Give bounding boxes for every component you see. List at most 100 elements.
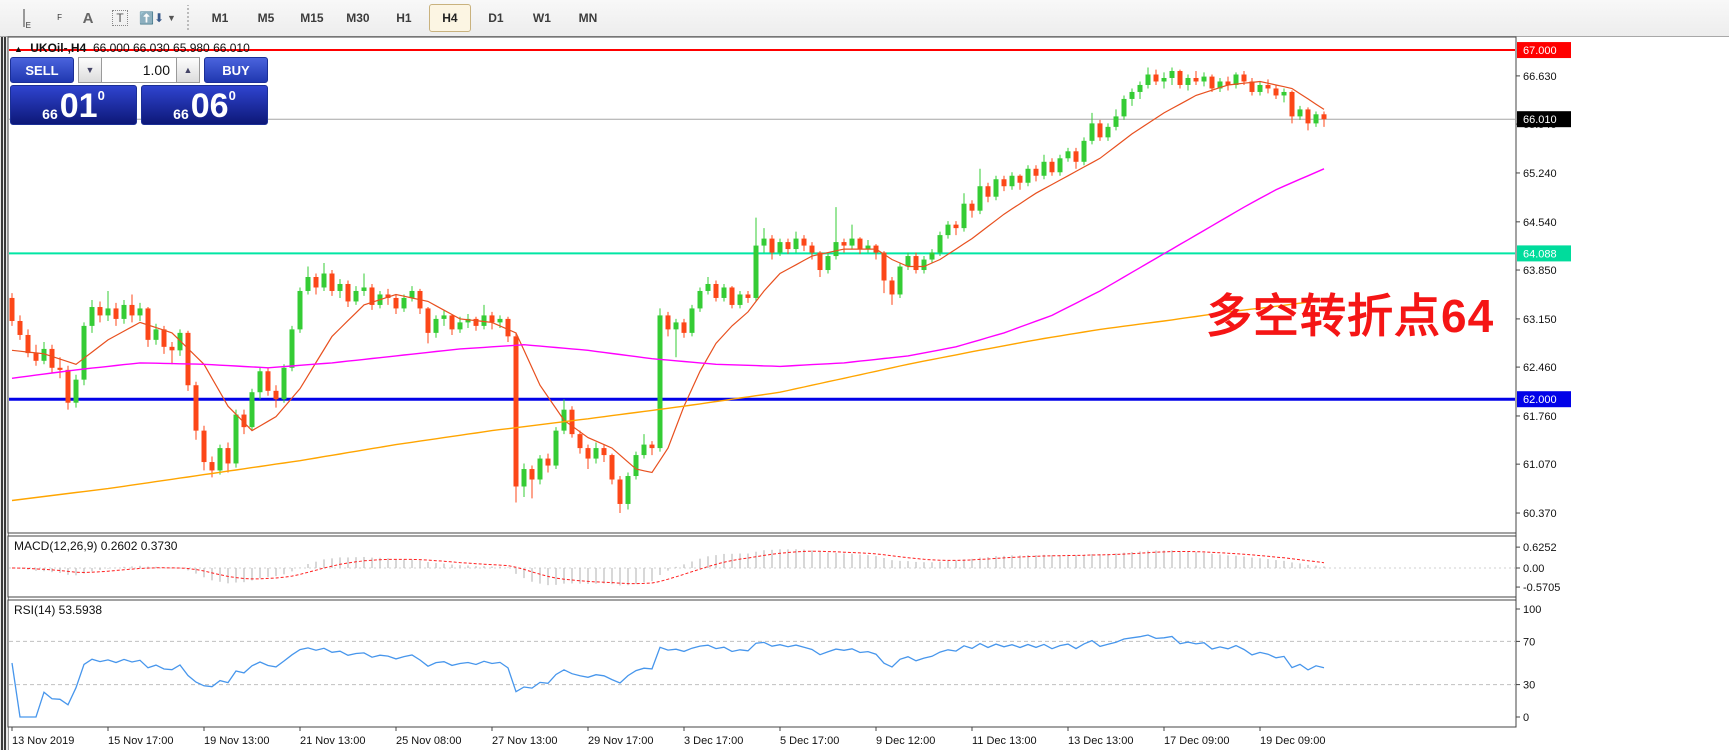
candle-body <box>257 371 263 393</box>
candle-body <box>233 414 239 464</box>
date-tick-label: 21 Nov 13:00 <box>300 735 365 747</box>
timeframe-bar: M1 M5 M15 M30 H1 H4 D1 W1 MN <box>197 4 611 32</box>
candle-body <box>313 277 319 288</box>
sell-price-handle: 66 <box>42 106 58 123</box>
buy-price-pips: 06 <box>190 87 229 126</box>
date-tick-label: 25 Nov 08:00 <box>396 735 461 747</box>
candle-body <box>241 414 247 428</box>
candle-body <box>1249 81 1255 92</box>
candle-body <box>1217 81 1223 89</box>
candle-body <box>545 458 551 466</box>
price-tick-label: 64.540 <box>1523 217 1557 229</box>
text-label-tool-icon[interactable]: A <box>82 9 94 27</box>
ma-slow-orange[interactable] <box>11 299 1325 502</box>
candle-body <box>489 315 495 323</box>
price-badge-67.000: 67.000 <box>1517 42 1571 59</box>
macd-tick-label: 0.00 <box>1523 563 1544 575</box>
timeframe-button-w1[interactable]: W1 <box>532 11 551 25</box>
candle-body <box>1065 151 1071 159</box>
candle-body <box>945 224 951 236</box>
buy-button[interactable]: BUY <box>204 57 268 83</box>
candle-body <box>697 290 703 309</box>
symbol-title: ▲ UKOil-,H4 66.000 66.030 65.980 66.010 <box>14 41 250 55</box>
rsi-tick-label: 100 <box>1523 604 1541 616</box>
ma-fast-red[interactable] <box>11 80 1325 474</box>
candle-body <box>953 224 959 229</box>
price-tick-label: 65.240 <box>1523 168 1557 180</box>
candle-body <box>169 346 175 351</box>
timeframe-button-h4[interactable]: H4 <box>428 4 471 32</box>
candle-body <box>1209 76 1215 89</box>
candle-body <box>737 294 743 305</box>
timeframe-button-m15[interactable]: M15 <box>300 11 324 25</box>
candle-body <box>1129 91 1135 99</box>
candle-body <box>753 245 759 298</box>
timeframe-button-h1[interactable]: H1 <box>396 11 412 25</box>
rsi-tick-label: 30 <box>1523 680 1535 692</box>
buy-price-display[interactable]: 66 06 0 <box>141 85 268 125</box>
candle-body <box>889 280 895 295</box>
volume-input[interactable] <box>102 57 176 83</box>
candle-body <box>25 334 31 354</box>
candle-body <box>705 283 711 291</box>
candle-body <box>161 329 167 347</box>
candle-body <box>1257 84 1263 92</box>
candle-body <box>497 318 503 323</box>
fibonacci-tool-icon[interactable]: F <box>57 13 62 22</box>
candle-body <box>1185 77 1191 85</box>
candle-body <box>761 238 767 246</box>
candle-body <box>361 287 367 291</box>
candle-body <box>41 348 47 361</box>
price-badge-64.088: 64.088 <box>1517 245 1571 262</box>
candle-body <box>1017 175 1023 183</box>
timeframe-button-mn[interactable]: MN <box>578 11 598 25</box>
candle-body <box>1161 77 1167 82</box>
candle-body <box>897 266 903 295</box>
price-tick-label: 60.370 <box>1523 508 1557 520</box>
rsi-label: RSI(14) 53.5938 <box>14 603 103 617</box>
candle-body <box>721 287 727 298</box>
candle-body <box>577 434 583 449</box>
price-tick-label: 63.850 <box>1523 265 1557 277</box>
candle-body <box>321 273 327 288</box>
symbol-name: UKOil-,H4 <box>30 41 87 55</box>
candle-body <box>217 448 223 471</box>
candle-body <box>809 245 815 253</box>
rsi-pane[interactable] <box>7 599 1517 728</box>
candle-body <box>1233 74 1239 85</box>
text-box-tool-icon[interactable]: T <box>106 4 134 32</box>
candle-body <box>633 455 639 477</box>
badge-bg <box>1517 391 1571 408</box>
candle-body <box>185 332 191 386</box>
candle-body <box>921 259 927 271</box>
macd-signal-line <box>11 550 1325 585</box>
candle-body <box>1313 114 1319 124</box>
timeframe-button-m1[interactable]: M1 <box>211 11 229 25</box>
volume-increase-button[interactable]: ▲ <box>176 57 200 83</box>
ma-mid-magenta[interactable] <box>11 168 1325 379</box>
timeframe-button-m30[interactable]: M30 <box>346 11 370 25</box>
timeframe-button-m5[interactable]: M5 <box>257 11 275 25</box>
candle-body <box>777 242 783 253</box>
volume-decrease-button[interactable]: ▼ <box>78 57 102 83</box>
price-tick-label: 63.150 <box>1523 314 1557 326</box>
arrows-tool-icon[interactable]: ⬆️⬇ ▼ <box>139 11 176 25</box>
candle-body <box>857 238 863 250</box>
timeframe-button-d1[interactable]: D1 <box>488 11 504 25</box>
candle-body <box>153 329 159 340</box>
sell-price-display[interactable]: 66 01 0 <box>10 85 137 125</box>
sell-button[interactable]: SELL <box>10 57 74 83</box>
badge-label: 66.010 <box>1523 114 1557 126</box>
buy-price-point: 0 <box>228 88 236 103</box>
candle-body <box>625 476 631 504</box>
price-tick-label: 66.630 <box>1523 71 1557 83</box>
channels-tool-icon[interactable]: E <box>10 4 38 32</box>
candle-body <box>913 256 919 271</box>
candle-body <box>649 444 655 449</box>
macd-pane[interactable] <box>7 535 1517 598</box>
candle-body <box>1001 179 1007 187</box>
candle-body <box>201 430 207 463</box>
toolbar-separator <box>184 5 191 31</box>
